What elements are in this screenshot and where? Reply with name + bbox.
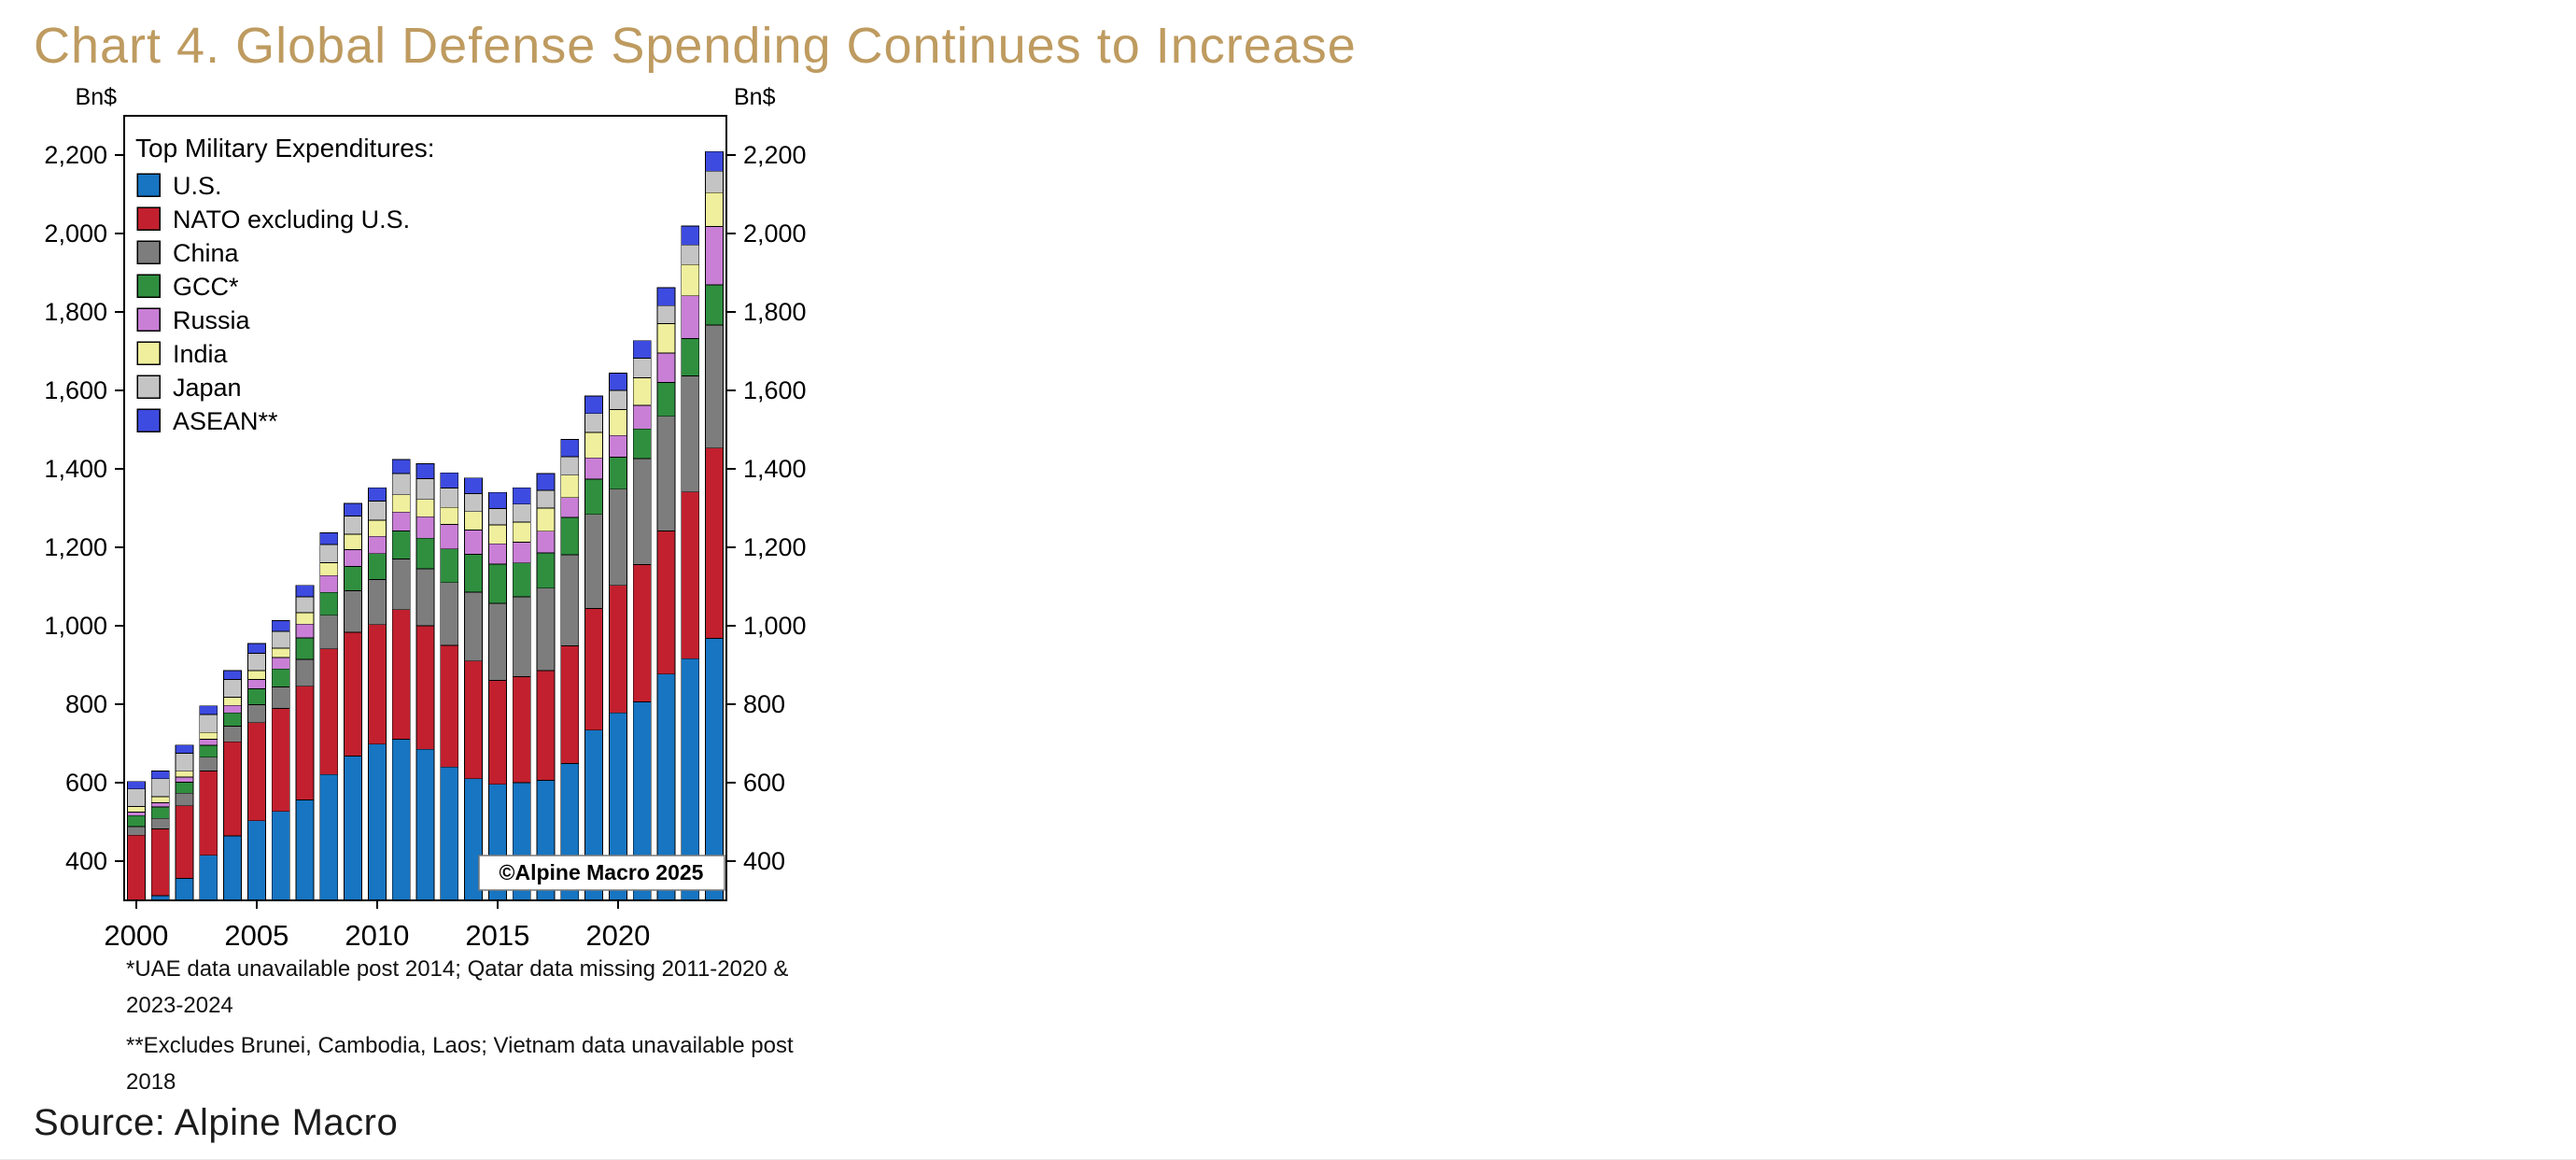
svg-text:2000: 2000 (104, 919, 168, 952)
svg-text:1,600: 1,600 (743, 376, 807, 404)
svg-text:Russia: Russia (173, 306, 251, 334)
svg-text:600: 600 (743, 769, 785, 797)
stacked-bar-chart: 400 600 800 1,000 1,200 1,400 1,600 1,800 2,000 2… (17, 78, 857, 1012)
svg-text:2020: 2020 (585, 919, 650, 952)
svg-text:2010: 2010 (345, 919, 409, 952)
svg-text:1,400: 1,400 (44, 455, 107, 483)
svg-text:2,000: 2,000 (743, 219, 807, 248)
svg-text:400: 400 (65, 847, 107, 875)
svg-text:GCC*: GCC* (173, 273, 239, 301)
svg-text:1,200: 1,200 (743, 533, 807, 561)
svg-text:2015: 2015 (465, 919, 529, 952)
svg-text:2,200: 2,200 (44, 141, 107, 169)
watermark: ©Alpine Macro 2025 (479, 856, 725, 890)
svg-text:China: China (173, 239, 240, 267)
y-axis-right: 400 600 800 1,000 1,200 1,400 1,600 1,800 2,000 2… (726, 84, 807, 875)
svg-text:U.S.: U.S. (173, 172, 222, 200)
svg-text:800: 800 (743, 690, 785, 718)
svg-text:800: 800 (65, 690, 107, 718)
source-line: Source: Alpine Macro (34, 1102, 398, 1144)
svg-text:2005: 2005 (224, 919, 289, 952)
svg-text:1,400: 1,400 (743, 455, 807, 483)
svg-text:1,600: 1,600 (44, 376, 107, 404)
svg-text:1,800: 1,800 (44, 298, 107, 326)
svg-text:400: 400 (743, 847, 785, 875)
x-axis: 2000 2005 2010 2015 2020 (104, 900, 650, 952)
footnote-uae-qatar: *UAE data unavailable post 2014; Qatar d… (126, 951, 802, 1024)
svg-text:Top Military Expenditures:: Top Military Expenditures: (135, 134, 435, 163)
chart-legend: Top Military Expenditures: U.S. NATO exclu… (135, 134, 435, 435)
svg-text:India: India (173, 340, 229, 368)
svg-text:1,200: 1,200 (44, 533, 107, 561)
svg-text:600: 600 (65, 769, 107, 797)
svg-text:ASEAN**: ASEAN** (173, 407, 278, 435)
svg-text:Japan: Japan (173, 374, 242, 402)
svg-text:NATO excluding U.S.: NATO excluding U.S. (173, 205, 410, 233)
y-axis-left: 400 600 800 1,000 1,200 1,400 1,600 1,800 2,000 2… (44, 84, 124, 875)
page-title: Chart 4. Global Defense Spending Continu… (34, 19, 1357, 74)
defense-spending-chart: 400 600 800 1,000 1,200 1,400 1,600 1,800 2,000 2… (17, 78, 857, 1012)
svg-text:Bn$: Bn$ (734, 84, 776, 110)
svg-text:©Alpine Macro 2025: ©Alpine Macro 2025 (500, 860, 704, 884)
footnotes: *UAE data unavailable post 2014; Qatar d… (126, 951, 802, 1104)
svg-text:2,200: 2,200 (743, 141, 807, 169)
svg-text:1,000: 1,000 (743, 612, 807, 640)
svg-text:1,000: 1,000 (44, 612, 107, 640)
svg-text:1,800: 1,800 (743, 298, 807, 326)
svg-text:Bn$: Bn$ (76, 84, 118, 110)
footnote-asean: **Excludes Brunei, Cambodia, Laos; Vietn… (126, 1027, 802, 1100)
svg-text:2,000: 2,000 (44, 219, 107, 248)
